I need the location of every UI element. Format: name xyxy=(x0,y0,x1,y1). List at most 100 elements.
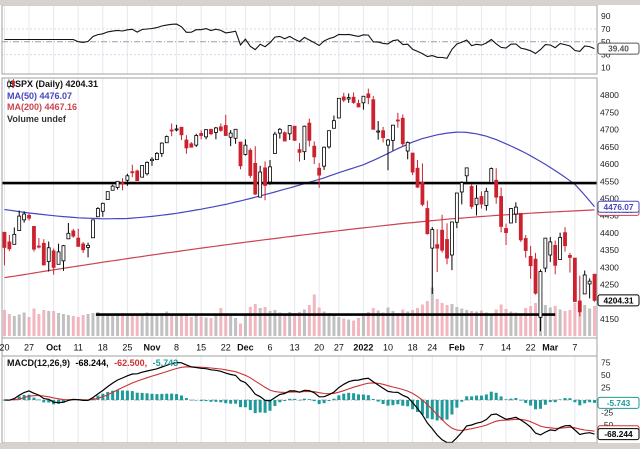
candle-body xyxy=(120,182,125,185)
candle-body xyxy=(41,242,46,266)
volume-bar xyxy=(91,313,95,336)
macd-histogram-bar xyxy=(435,400,439,421)
volume-bar xyxy=(268,311,272,336)
volume-bar xyxy=(27,317,31,336)
volume-bar xyxy=(199,316,203,336)
symbol-legend-text: $SPX (Daily) 4204.31 xyxy=(10,79,99,89)
volume-bar xyxy=(243,315,247,336)
volume-bar xyxy=(401,309,405,336)
volume-bar xyxy=(135,313,139,336)
candle-body xyxy=(376,130,381,133)
candle-body xyxy=(145,161,149,175)
date-tick-label: Nov xyxy=(143,343,160,353)
macd-histogram-bar xyxy=(135,392,139,400)
volume-bar xyxy=(366,312,370,336)
macd-histogram-bar xyxy=(179,395,183,400)
macd-histogram-bar xyxy=(17,396,21,400)
candle-body xyxy=(592,273,597,301)
price-tick-label: 4250 xyxy=(600,280,619,290)
date-tick-label: 22 xyxy=(526,343,536,353)
macd-tick-label: 75 xyxy=(601,358,611,368)
candle-body xyxy=(32,226,36,250)
volume-bar xyxy=(578,300,582,336)
macd-line-value-badge xyxy=(597,428,640,441)
candle-body xyxy=(410,152,415,173)
symbol-legend-row: $SPX (Daily) 4204.31 xyxy=(7,79,98,91)
candle-body xyxy=(12,233,17,245)
volume-bar xyxy=(189,317,193,336)
candle-body xyxy=(86,244,90,248)
rsi-tick-label: 10 xyxy=(601,63,611,73)
volume-bar xyxy=(248,307,252,336)
candle-body xyxy=(307,122,312,141)
volume-bar xyxy=(219,308,223,336)
macd-histogram-bar xyxy=(573,400,577,403)
volume-bar xyxy=(342,318,346,336)
macd-histogram-bar xyxy=(366,395,370,400)
macd-histogram-bar xyxy=(494,392,498,400)
date-tick-label: 2022 xyxy=(353,343,373,353)
candle-body xyxy=(199,133,204,136)
price-tick-label: 4150 xyxy=(600,314,619,324)
macd-histogram-bar xyxy=(42,400,46,403)
candle-body xyxy=(400,117,405,145)
macd-histogram-bar xyxy=(224,400,228,404)
date-tick-label: 24 xyxy=(427,343,437,353)
candle-body xyxy=(248,149,253,176)
volume-bar xyxy=(160,313,164,336)
candle-body xyxy=(405,141,410,152)
candle-body xyxy=(351,96,356,103)
macd-histogram-bar xyxy=(322,400,326,404)
candle-body xyxy=(243,144,248,155)
last-price-badge-label: 4204.31 xyxy=(604,295,634,305)
rsi-value-badge-label: 39.40 xyxy=(608,44,629,54)
macd-histogram-bar xyxy=(120,390,124,400)
candle-body xyxy=(558,237,563,260)
macd-histogram-bar xyxy=(150,393,154,400)
candle-body xyxy=(341,96,346,101)
date-tick-label: 27 xyxy=(24,343,34,353)
price-tick-label: 4600 xyxy=(600,159,619,169)
candle-body xyxy=(528,255,533,267)
candle-body xyxy=(46,247,51,262)
macd-histogram-bar xyxy=(175,394,179,400)
macd-histogram-bar xyxy=(219,400,223,403)
macd-histogram-bar xyxy=(371,398,375,400)
volume-bar xyxy=(455,307,459,336)
macd-histogram-bar xyxy=(538,400,542,409)
macd-histogram-bar xyxy=(288,398,292,400)
volume-bar xyxy=(494,309,498,336)
macd-line-value-badge-label: -68.244 xyxy=(604,429,633,439)
candle-body xyxy=(125,175,130,181)
candle-body xyxy=(110,185,115,191)
date-tick-label: 10 xyxy=(383,343,393,353)
volume-bar xyxy=(7,314,11,336)
macd-histogram-bar xyxy=(337,395,341,400)
volume-bar xyxy=(278,312,282,336)
volume-bar xyxy=(209,318,213,336)
date-tick-label: Mar xyxy=(542,343,559,353)
candle-body xyxy=(233,128,238,139)
macd-histogram-bar xyxy=(475,395,479,400)
candle-body xyxy=(553,244,558,266)
volume-bar xyxy=(479,310,483,336)
volume-bar xyxy=(155,315,159,336)
volume-bar xyxy=(563,311,567,336)
candle-body xyxy=(445,239,449,259)
candle-body xyxy=(273,133,277,154)
candle-body xyxy=(150,158,154,162)
macd-histogram-bar xyxy=(307,399,311,400)
macd-histogram-bar xyxy=(406,400,410,407)
date-tick-label: 6 xyxy=(267,343,272,353)
macd-histogram-bar xyxy=(445,400,449,420)
volume-bar xyxy=(298,312,301,336)
date-tick-label: Oct xyxy=(46,343,61,353)
candle-body xyxy=(223,125,228,136)
volume-bar xyxy=(406,311,410,336)
volume-bar xyxy=(66,315,70,336)
candle-body xyxy=(346,97,351,100)
volume-bar xyxy=(553,306,557,336)
candle-body xyxy=(253,163,258,195)
candle-body xyxy=(184,139,189,149)
price-tick-label: 4650 xyxy=(600,142,619,152)
